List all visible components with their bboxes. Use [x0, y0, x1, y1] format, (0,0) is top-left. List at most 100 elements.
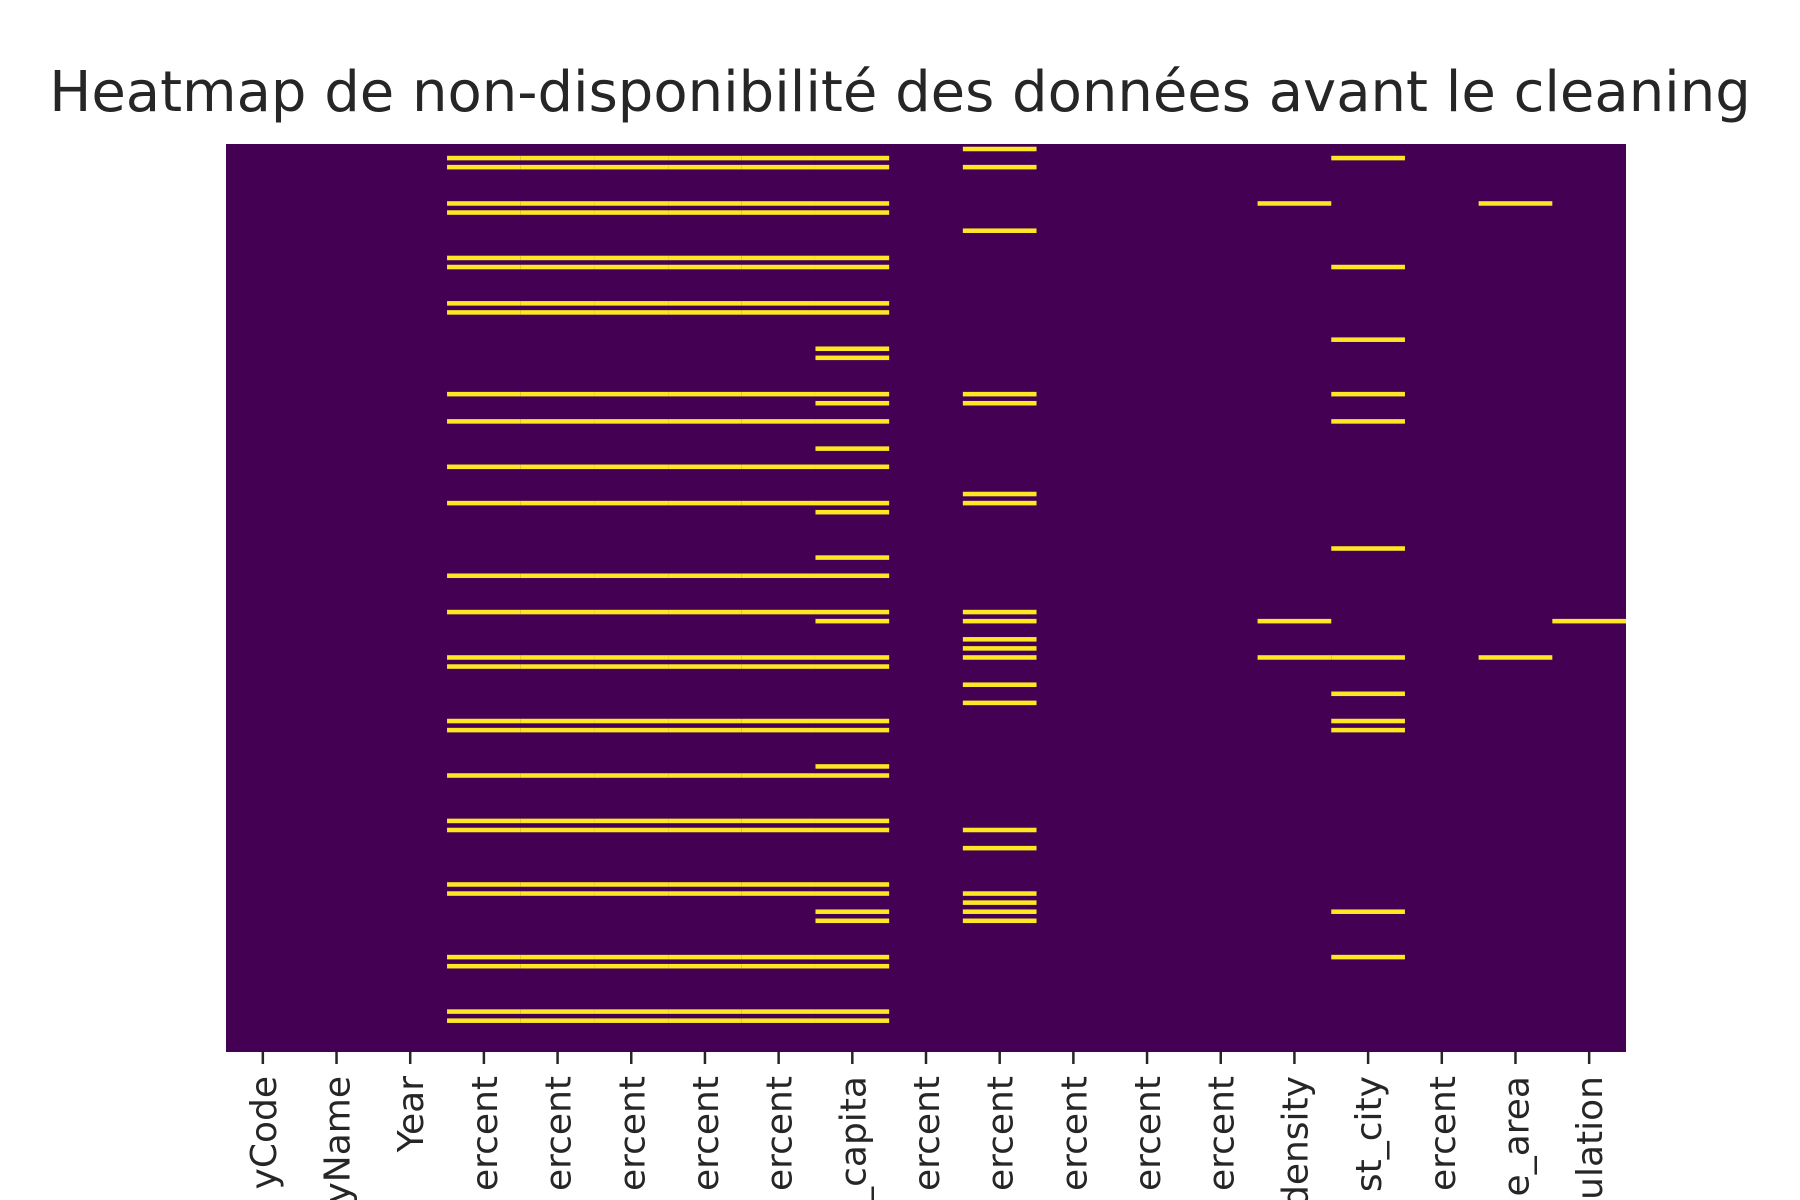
- heatmap-cells: [226, 144, 1626, 1052]
- missing-cell: [447, 1018, 521, 1023]
- missing-cell: [815, 164, 890, 170]
- missing-cell: [741, 464, 816, 470]
- heatmap-background: [226, 144, 1626, 1052]
- missing-cell: [668, 500, 742, 506]
- missing-cell: [815, 764, 890, 769]
- missing-cell: [520, 827, 595, 833]
- missing-cell: [815, 618, 890, 624]
- missing-cell: [447, 727, 521, 733]
- x-tick-label: _capita: [833, 1076, 874, 1200]
- missing-cell: [741, 1018, 816, 1023]
- missing-cell: [447, 664, 521, 669]
- missing-cell: [741, 655, 816, 660]
- missing-cell: [594, 827, 669, 833]
- missing-cell: [594, 963, 669, 969]
- missing-cell: [594, 464, 669, 470]
- missing-cell: [594, 882, 669, 887]
- missing-cell: [741, 1009, 816, 1014]
- missing-cell: [447, 301, 521, 306]
- missing-cell: [594, 891, 669, 896]
- missing-cell: [815, 400, 890, 406]
- missing-cell: [741, 391, 816, 397]
- missing-cell: [962, 164, 1037, 170]
- missing-cell: [815, 555, 890, 560]
- x-tick-label: e_area: [1496, 1076, 1537, 1196]
- missing-cell: [815, 909, 890, 914]
- x-tick-label: ercent: [981, 1076, 1022, 1191]
- missing-cell: [741, 818, 816, 824]
- missing-cell: [962, 900, 1037, 905]
- x-tick-label: ercent: [465, 1076, 506, 1191]
- missing-cell: [815, 446, 890, 451]
- missing-cell: [1257, 655, 1332, 660]
- chart-title: Heatmap de non-disponibilité des données…: [49, 60, 1751, 125]
- missing-cell: [741, 827, 816, 833]
- missing-cell: [962, 655, 1037, 660]
- missing-cell: [962, 500, 1037, 506]
- missing-cell: [668, 419, 742, 424]
- missing-cell: [741, 891, 816, 896]
- missing-cell: [1331, 909, 1405, 914]
- missing-cell: [668, 773, 742, 778]
- missing-cell: [962, 909, 1037, 914]
- missing-cell: [520, 464, 595, 470]
- missing-cell: [668, 210, 742, 215]
- missing-cell: [668, 201, 742, 206]
- missing-cell: [962, 845, 1037, 851]
- missing-cell: [668, 1018, 742, 1023]
- missing-cell: [520, 727, 595, 733]
- missing-cell: [447, 818, 521, 824]
- x-tick-label: Year: [391, 1076, 432, 1153]
- missing-cell: [594, 664, 669, 669]
- missing-cell: [594, 255, 669, 261]
- missing-cell: [741, 573, 816, 579]
- missing-cell: [520, 201, 595, 206]
- missing-cell: [594, 391, 669, 397]
- missing-cell: [447, 164, 521, 170]
- missing-cell: [594, 155, 669, 161]
- missing-cell: [741, 727, 816, 733]
- missing-cell: [594, 419, 669, 424]
- missing-cell: [520, 773, 595, 778]
- missing-cell: [962, 637, 1037, 642]
- missing-cell: [1478, 655, 1553, 660]
- missing-cell: [668, 818, 742, 824]
- missing-cell: [962, 918, 1037, 924]
- missing-cell: [1331, 718, 1405, 724]
- missing-cell: [668, 391, 742, 397]
- missing-cell: [668, 718, 742, 724]
- missing-cell: [668, 954, 742, 960]
- missing-cell: [668, 264, 742, 270]
- missing-cell: [594, 727, 669, 733]
- missing-cell: [520, 391, 595, 397]
- missing-cell: [447, 954, 521, 960]
- missing-cell: [815, 1018, 890, 1023]
- missing-cell: [815, 891, 890, 896]
- missing-cell: [668, 573, 742, 579]
- missing-cell: [520, 419, 595, 424]
- missing-cell: [815, 773, 890, 778]
- missing-cell: [594, 718, 669, 724]
- missing-cell: [962, 682, 1037, 687]
- missing-cell: [815, 1009, 890, 1014]
- x-tick-label: density: [1275, 1076, 1316, 1200]
- missing-cell: [447, 500, 521, 506]
- missing-cell: [520, 655, 595, 660]
- missing-cell: [741, 963, 816, 969]
- missing-cell: [594, 818, 669, 824]
- missing-cell: [815, 655, 890, 660]
- missing-cell: [668, 155, 742, 161]
- missing-cell: [962, 609, 1037, 615]
- missing-cell: [741, 609, 816, 615]
- missing-cell: [1331, 391, 1405, 397]
- missing-cell: [447, 264, 521, 270]
- missing-cell: [520, 954, 595, 960]
- missing-cell: [741, 954, 816, 960]
- x-tick-label: ercent: [1128, 1076, 1169, 1191]
- missing-cell: [962, 491, 1037, 497]
- missing-cell: [594, 1009, 669, 1014]
- missing-cell: [668, 609, 742, 615]
- missing-cell: [520, 664, 595, 669]
- missing-cell: [594, 264, 669, 270]
- missing-cell: [1257, 201, 1332, 206]
